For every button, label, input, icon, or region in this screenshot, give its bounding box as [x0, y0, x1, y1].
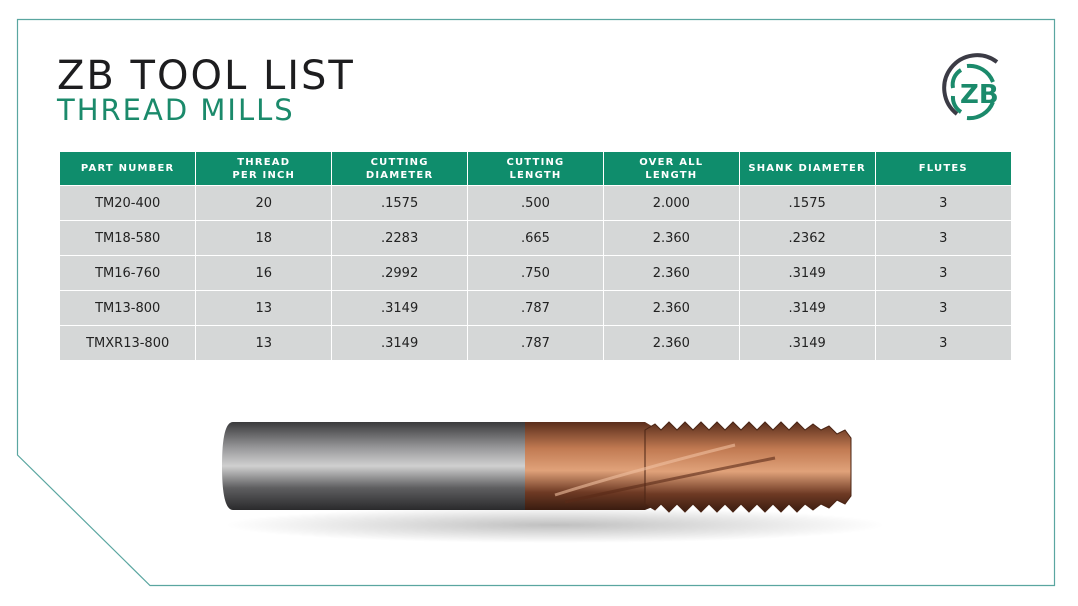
table-cell: 20	[195, 185, 333, 221]
table-cell: TMXR13-800	[60, 325, 197, 360]
column-header-text: CUTTING	[370, 156, 429, 168]
zb-logo: ZB	[942, 53, 999, 121]
table-cell: .2362	[739, 220, 876, 256]
table-cell: 13	[195, 325, 333, 360]
table-cell: .3149	[739, 255, 876, 291]
table-row: TMXR13-800 13.3149.787 2.360.3149 3	[60, 325, 1011, 360]
table-cell: .787	[467, 325, 604, 360]
tool-table: PART NUMBER THREAD PER INCH CUTTING DIAMETER…	[60, 152, 1011, 360]
table-cell: .2283	[331, 220, 469, 256]
table-cell: 2.360	[603, 255, 740, 291]
table-cell: 2.360	[603, 220, 740, 256]
table-cell: 3	[875, 325, 1011, 360]
table-cell: .3149	[331, 325, 469, 360]
table-cell: .3149	[739, 290, 876, 326]
table-cell: 18	[195, 220, 333, 256]
table-cell: 2.000	[603, 185, 740, 221]
table-cell: .2992	[331, 255, 469, 291]
column-header-text: OVER ALL	[639, 156, 704, 168]
column-header: PART NUMBER	[60, 152, 197, 186]
column-header: CUTTING LENGTH	[467, 152, 604, 186]
table-cell: 3	[875, 290, 1011, 326]
table-cell: 3	[875, 255, 1011, 291]
table-cell: .1575	[739, 185, 876, 221]
table-cell: 3	[875, 220, 1011, 256]
table-cell: 13	[195, 290, 333, 326]
column-header-text: SHANK DIAMETER	[748, 163, 866, 174]
column-header: THREAD PER INCH	[195, 152, 333, 186]
table-cell: TM20-400	[60, 185, 197, 221]
column-header: OVER ALL LENGTH	[603, 152, 740, 186]
column-header: SHANK DIAMETER	[739, 152, 876, 186]
thread-mill-image	[222, 421, 885, 543]
column-header-text: THREAD	[237, 156, 291, 168]
table-cell: 16	[195, 255, 333, 291]
table-cell: TM13-800	[60, 290, 197, 326]
column-header-text: PART NUMBER	[80, 163, 175, 174]
table-cell: TM16-760	[60, 255, 197, 291]
column-header-text: CUTTING	[506, 156, 565, 168]
table-cell: 3	[875, 185, 1011, 221]
table-cell: .787	[467, 290, 604, 326]
table-cell: .665	[467, 220, 604, 256]
table-cell: .1575	[331, 185, 469, 221]
table-cell: 2.360	[603, 290, 740, 326]
table-row: TM16-760 16.2992.750 2.360.3149 3	[60, 255, 1011, 291]
table-row: TM13-800 13.3149.787 2.360.3149 3	[60, 290, 1011, 326]
table-cell: .3149	[331, 290, 469, 326]
page-subtitle: THREAD MILLS	[57, 93, 295, 127]
table-cell: .750	[467, 255, 604, 291]
table-row: TM20-400 20.1575.500 2.000.1575 3	[60, 185, 1011, 221]
table-cell: .500	[467, 185, 604, 221]
table-cell: .3149	[739, 325, 876, 360]
column-header-text: DIAMETER	[365, 169, 434, 181]
table-cell: 2.360	[603, 325, 740, 360]
table-row: TM18-580 18.2283.665 2.360.2362 3	[60, 220, 1011, 256]
page-title: ZB TOOL LIST	[57, 53, 355, 99]
column-header-text: LENGTH	[509, 169, 562, 181]
column-header: FLUTES	[875, 152, 1011, 186]
table-cell: TM18-580	[60, 220, 197, 256]
column-header-text: PER INCH	[232, 169, 296, 181]
column-header: CUTTING DIAMETER	[331, 152, 469, 186]
column-header-text: LENGTH	[645, 169, 698, 181]
column-header-text: FLUTES	[918, 163, 968, 174]
svg-text:ZB: ZB	[960, 80, 999, 110]
